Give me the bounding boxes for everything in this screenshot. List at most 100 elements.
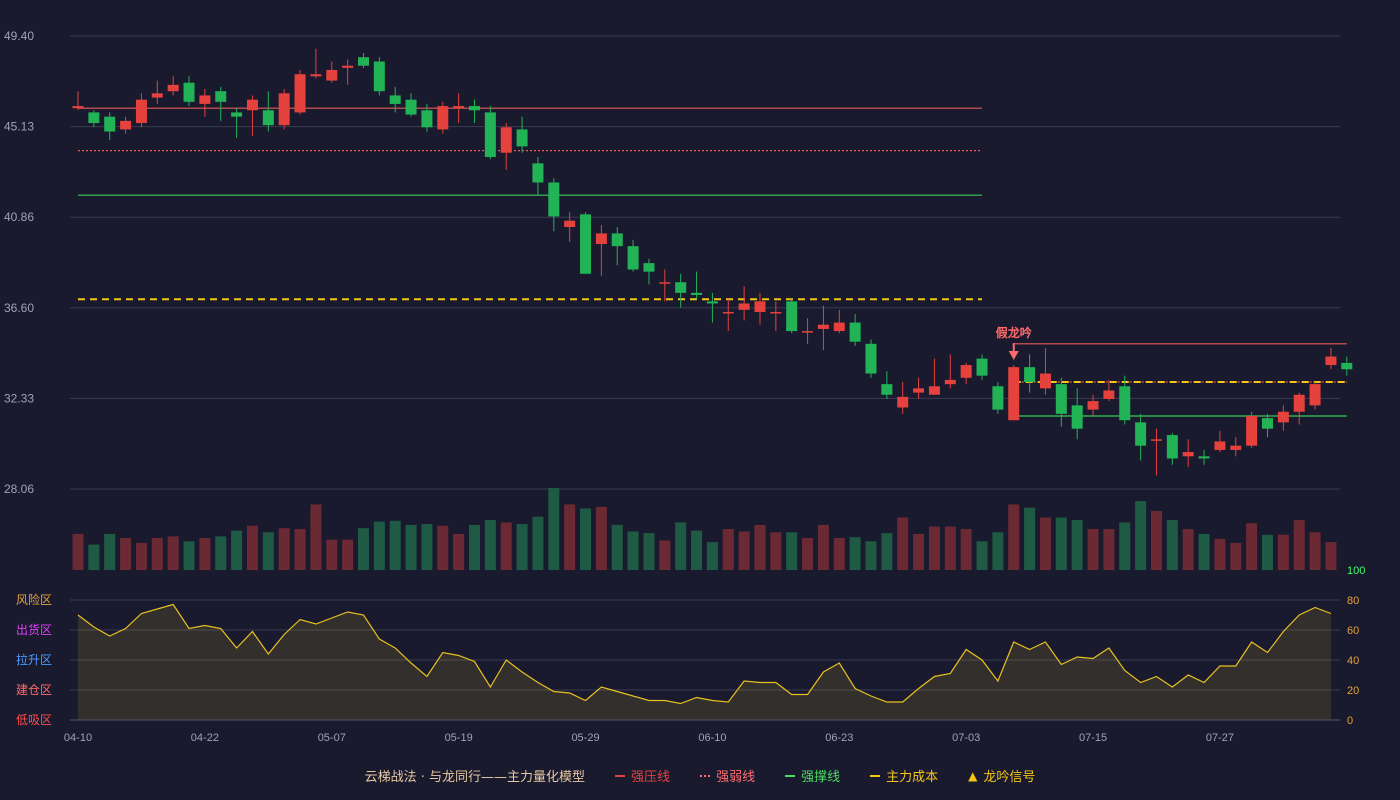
- candle-body: [944, 379, 956, 385]
- candle-body: [627, 246, 639, 270]
- legend-item-weak[interactable]: 强弱线: [700, 766, 755, 785]
- legend-item-cost[interactable]: 主力成本: [870, 766, 938, 785]
- price-tick-label: 49.40: [4, 29, 34, 43]
- candle-body: [1150, 439, 1162, 441]
- volume-bar: [1071, 519, 1083, 570]
- volume-bar: [1293, 519, 1305, 570]
- candle-body: [802, 331, 814, 333]
- candle-body: [72, 106, 84, 109]
- candle-body: [484, 112, 496, 157]
- volume-bar: [500, 522, 512, 570]
- price-tick-label: 36.60: [4, 301, 34, 315]
- indicator-tick-label: 0: [1347, 715, 1353, 727]
- chart-legend: 云梯战法 · 与龙同行——主力量化模型 强压线 强弱线 强撑线 主力成本 ▲ 龙…: [0, 766, 1400, 786]
- candle-body: [1230, 445, 1242, 450]
- volume-bar: [754, 524, 766, 570]
- zone-label: 出货区: [16, 622, 52, 637]
- candle-body: [1198, 456, 1210, 459]
- legend-swatch: [700, 774, 711, 777]
- legend-item-signal[interactable]: ▲ 龙吟信号: [968, 766, 1036, 786]
- legend-label: 强弱线: [716, 770, 756, 785]
- volume-bar: [944, 526, 956, 570]
- volume-bar: [976, 541, 988, 570]
- volume-bar: [1166, 519, 1178, 570]
- volume-bar: [310, 504, 322, 570]
- price-tick-label: 40.86: [4, 210, 34, 224]
- legend-swatch: [785, 774, 796, 777]
- volume-bar: [532, 516, 544, 570]
- candle-body: [167, 84, 179, 92]
- candle-body: [231, 112, 243, 117]
- candle-body: [199, 95, 211, 104]
- volume-bar: [469, 524, 480, 570]
- zone-label: 拉升区: [16, 652, 52, 667]
- volume-bar: [1277, 534, 1289, 570]
- candle-body: [976, 358, 988, 376]
- candle-body: [611, 233, 623, 247]
- volume-bar: [1103, 529, 1115, 570]
- candle-body: [215, 91, 227, 102]
- volume-bar: [151, 538, 163, 570]
- x-tick-label: 06-10: [698, 732, 726, 744]
- volume-bar: [437, 525, 449, 570]
- candle-body: [135, 99, 147, 124]
- indicator-tick-label: 100: [1347, 565, 1365, 577]
- volume-bar: [786, 532, 798, 570]
- volume-bar: [738, 531, 750, 570]
- candle-body: [865, 343, 877, 374]
- candle-body: [595, 233, 607, 245]
- volume-bar: [1230, 542, 1242, 570]
- candle-body: [1039, 373, 1051, 389]
- volume-bar: [357, 528, 369, 570]
- candle-body: [1166, 435, 1178, 459]
- legend-item-strong-pressure[interactable]: 强压线: [615, 766, 670, 785]
- candle-body: [786, 301, 798, 332]
- volume-bar: [992, 532, 1004, 570]
- candle-body: [1087, 401, 1099, 410]
- candle-body: [1325, 356, 1337, 366]
- volume-bar: [72, 533, 84, 570]
- volume-bar: [595, 506, 607, 570]
- candle-body: [1214, 441, 1226, 450]
- candle-body: [500, 127, 512, 153]
- volume-bar: [484, 519, 496, 570]
- candle-body: [357, 57, 369, 66]
- volume-bar: [135, 542, 147, 570]
- volume-bar: [104, 533, 116, 570]
- volume-bar: [120, 538, 132, 570]
- legend-label: 主力成本: [886, 770, 939, 785]
- volume-bar: [215, 536, 227, 570]
- candle-body: [532, 163, 544, 183]
- candle-body: [1071, 405, 1083, 429]
- candle-body: [1024, 367, 1036, 383]
- candle-body: [1103, 390, 1115, 399]
- candle-body: [405, 99, 417, 115]
- volume-bar: [88, 544, 100, 570]
- legend-label: 龙吟信号: [983, 770, 1036, 785]
- legend-title: 云梯战法 · 与龙同行——主力量化模型: [364, 770, 586, 785]
- legend-item-support[interactable]: 强撑线: [785, 766, 840, 785]
- candle-body: [246, 99, 258, 111]
- volume-bar: [659, 540, 671, 570]
- volume-bar: [580, 508, 592, 570]
- volume-bar: [881, 533, 893, 570]
- volume-bar: [1262, 534, 1273, 570]
- candle-body: [1309, 384, 1321, 406]
- volume-bar: [262, 532, 274, 570]
- price-tick-label: 45.13: [4, 120, 34, 134]
- volume-bar: [1039, 517, 1051, 570]
- candle-body: [564, 220, 576, 228]
- volume-bar: [405, 524, 417, 570]
- candle-body: [453, 106, 465, 109]
- zone-label: 风险区: [16, 592, 52, 607]
- candle-body: [104, 116, 116, 132]
- volume-bar: [516, 524, 528, 570]
- zone-label: 建仓区: [16, 683, 52, 697]
- volume-bar: [1119, 522, 1131, 570]
- volume-bar: [1325, 542, 1337, 570]
- candle-body: [183, 82, 195, 102]
- volume-bar: [1198, 533, 1210, 570]
- volume-bar: [278, 528, 290, 570]
- candle-body: [1182, 452, 1194, 457]
- candle-body: [897, 396, 909, 408]
